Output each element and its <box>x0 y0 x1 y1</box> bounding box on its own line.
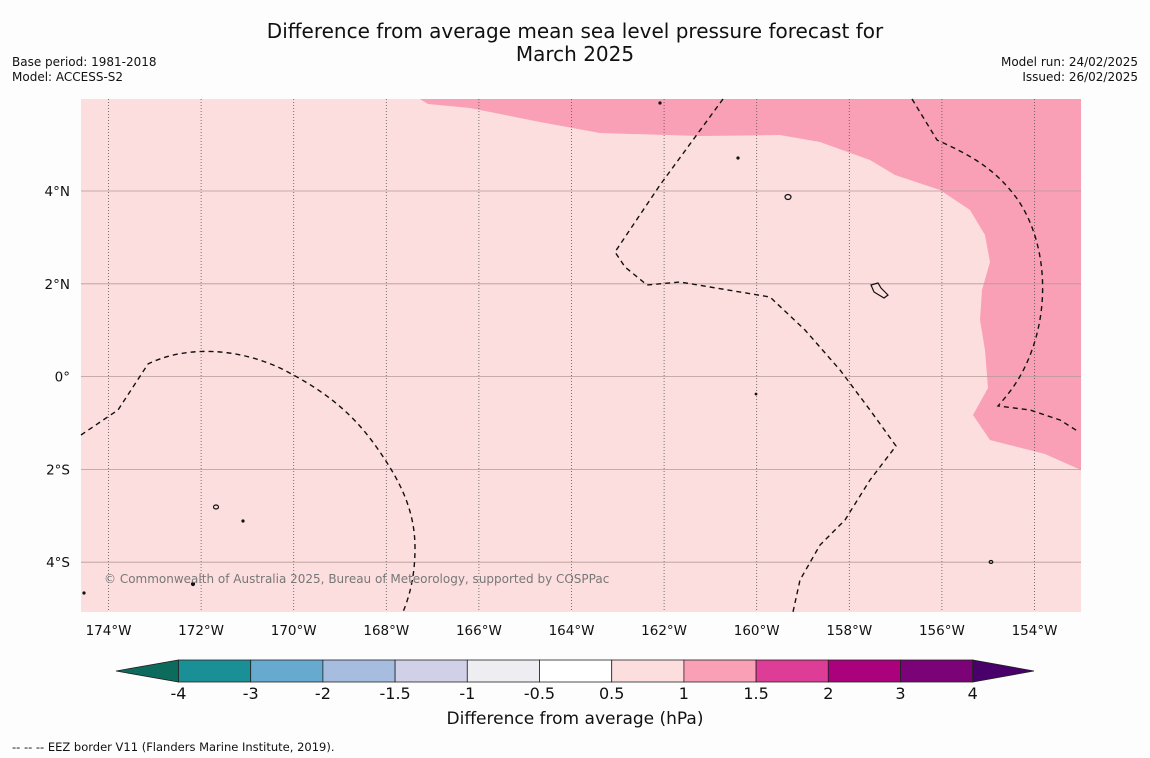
colorbar-tick-label: -3 <box>243 684 259 703</box>
colorbar-segment <box>683 659 757 683</box>
colorbar-tick-label: -0.5 <box>524 684 555 703</box>
island-dot <box>736 156 740 160</box>
colorbar-segment <box>900 659 974 683</box>
colorbar-tick-label: -1.5 <box>379 684 410 703</box>
colorbar-segment <box>466 659 540 683</box>
colorbar-tick-labels: -4 -3 -2 -1.5 -1 -0.5 0.5 1 1.5 2 3 4 <box>171 684 978 703</box>
figure-title-line2: March 2025 <box>515 42 635 66</box>
longitude-label: 166°W <box>456 623 502 639</box>
colorbar-extend-high <box>972 659 1035 683</box>
colorbar-segment <box>322 659 396 683</box>
colorbar-segment <box>250 659 324 683</box>
latitude-labels: 4°N 2°N 0° 2°S 4°S <box>45 184 70 571</box>
island-dot <box>241 519 245 523</box>
eez-border <box>80 98 1080 613</box>
island-outline <box>212 504 220 510</box>
island-dot <box>190 581 196 587</box>
longitude-label: 172°W <box>178 623 224 639</box>
latitude-label: 4°N <box>45 184 70 200</box>
eez-border-line <box>80 350 416 613</box>
colorbar-segment <box>178 659 252 683</box>
island-outline <box>784 193 792 201</box>
colorbar-tick-label: 2 <box>823 684 833 703</box>
eez-border-line <box>614 98 897 613</box>
anomaly-background-region <box>81 99 1081 612</box>
colorbar-tick-label: -2 <box>315 684 331 703</box>
colorbar-segment <box>755 659 829 683</box>
colorbar-segment <box>827 659 901 683</box>
longitude-label: 160°W <box>734 623 780 639</box>
longitude-label: 154°W <box>1012 623 1058 639</box>
map-panel <box>80 98 1081 613</box>
eez-border-line <box>911 98 1080 433</box>
colorbar <box>115 659 1035 683</box>
issued-date: Issued: 26/02/2025 <box>1022 70 1138 84</box>
latitude-label: 0° <box>55 370 70 386</box>
meta-right: Model run: 24/02/2025 Issued: 26/02/2025 <box>1001 55 1138 85</box>
longitude-labels: 174°W 172°W 170°W 168°W 166°W 164°W 162°W 160°W… <box>86 623 1058 639</box>
latitude-label: 4°S <box>46 555 70 571</box>
colorbar-segment <box>539 659 613 683</box>
figure-title-line1: Difference from average mean sea level p… <box>266 19 884 43</box>
longitude-label: 158°W <box>826 623 872 639</box>
longitude-label: 156°W <box>919 623 965 639</box>
island-outline <box>988 559 994 565</box>
copyright-notice: © Commonwealth of Australia 2025, Bureau… <box>104 572 610 586</box>
colorbar-extend-low <box>115 659 179 683</box>
colorbar-tick-label: 3 <box>895 684 905 703</box>
longitude-label: 164°W <box>549 623 595 639</box>
meta-left: Base period: 1981-2018 Model: ACCESS-S2 <box>12 55 157 85</box>
colorbar-tick-label: 0.5 <box>599 684 624 703</box>
colorbar-tick-label: 4 <box>968 684 978 703</box>
island-dot <box>82 591 86 595</box>
colorbar-segment <box>394 659 468 683</box>
longitude-label: 162°W <box>641 623 687 639</box>
eez-footnote: -- -- -- EEZ border V11 (Flanders Marine… <box>12 740 335 754</box>
latitude-label: 2°S <box>46 462 70 478</box>
colorbar-title: Difference from average (hPa) <box>446 709 704 729</box>
model-name: Model: ACCESS-S2 <box>12 70 124 84</box>
longitude-label: 174°W <box>86 623 132 639</box>
colorbar-tick-label: -1 <box>459 684 475 703</box>
colorbar-tick-label: -4 <box>171 684 187 703</box>
colorbar-segment <box>611 659 685 683</box>
longitude-label: 170°W <box>271 623 317 639</box>
base-period: Base period: 1981-2018 <box>12 55 157 69</box>
island-dot <box>658 101 662 105</box>
latitude-label: 2°N <box>45 277 70 293</box>
colorbar-tick-label: 1 <box>679 684 689 703</box>
graticule <box>81 99 1081 612</box>
islands <box>82 101 994 595</box>
colorbar-tick-label: 1.5 <box>743 684 768 703</box>
anomaly-high-region <box>420 99 1081 470</box>
island-outline <box>870 282 889 299</box>
island-dot <box>754 392 758 396</box>
model-run: Model run: 24/02/2025 <box>1000 55 1138 69</box>
longitude-label: 168°W <box>363 623 409 639</box>
